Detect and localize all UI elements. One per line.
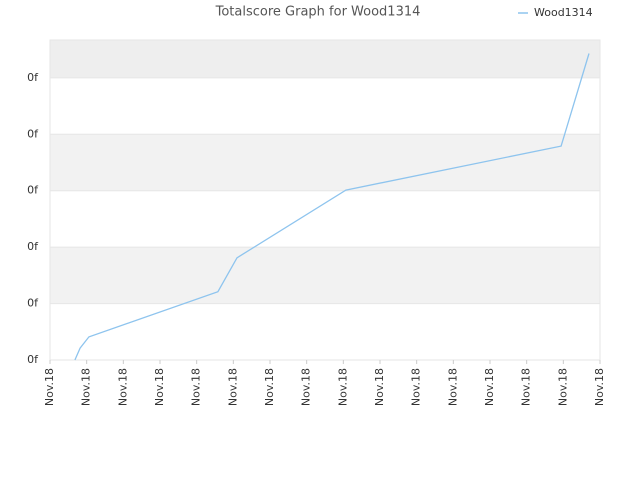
x-tick-label: Nov.18 — [410, 368, 423, 406]
x-tick-label: Nov.18 — [593, 368, 606, 406]
y-tick-label: 0f — [27, 240, 39, 253]
grid-band — [50, 134, 600, 191]
x-tick-label: Nov.18 — [116, 368, 129, 406]
x-tick-label: Nov.18 — [153, 368, 166, 406]
x-tick-label: Nov.18 — [43, 368, 56, 406]
x-tick-label: Nov.18 — [446, 368, 459, 406]
x-tick-label: Nov.18 — [300, 368, 313, 406]
y-tick-label: 0f — [27, 127, 39, 140]
legend-label: Wood1314 — [534, 6, 593, 19]
y-tick-label: 0f — [27, 297, 39, 310]
x-tick-label: Nov.18 — [263, 368, 276, 406]
x-tick-label: Nov.18 — [190, 368, 203, 406]
x-tick-label: Nov.18 — [226, 368, 239, 406]
x-tick-label: Nov.18 — [336, 368, 349, 406]
y-tick-label: 0f — [27, 184, 39, 197]
data-line — [74, 53, 590, 361]
plot-frame — [49, 39, 601, 361]
grid-band — [50, 247, 600, 304]
grid-band — [50, 40, 600, 78]
x-tick-label: Nov.18 — [520, 368, 533, 406]
y-tick-label: 0f — [27, 353, 39, 366]
x-tick-label: Nov.18 — [556, 368, 569, 406]
y-tick-label: 0f — [27, 71, 39, 84]
x-tick-label: Nov.18 — [80, 368, 93, 406]
chart-title: Totalscore Graph for Wood1314 — [215, 5, 421, 20]
x-tick-label: Nov.18 — [483, 368, 496, 406]
x-tick-label: Nov.18 — [373, 368, 386, 406]
